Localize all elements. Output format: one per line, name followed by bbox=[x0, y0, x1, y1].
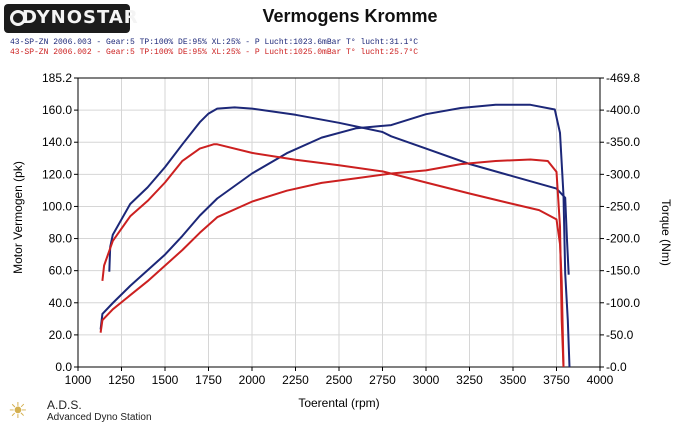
run1-power-line bbox=[99, 103, 571, 368]
x-tick-label: 2250 bbox=[282, 373, 309, 387]
x-tick-label: 1750 bbox=[195, 373, 222, 387]
sun-icon: ☀ bbox=[8, 398, 28, 423]
dynostar-logo: DYNOSTAR bbox=[4, 4, 138, 33]
x-tick-label: 2000 bbox=[239, 373, 266, 387]
y-tick-label: 80.0 bbox=[49, 232, 73, 246]
ads-brand: A.D.S. bbox=[47, 398, 82, 412]
y2-tick-label: -100.0 bbox=[606, 296, 640, 310]
run2-info: 43-SP-ZN 2006.002 - Gear:5 TP:100% DE:95… bbox=[10, 48, 419, 57]
chart-title: Vermogens Kromme bbox=[262, 6, 438, 26]
logo-ring-icon bbox=[10, 10, 26, 26]
x-tick-label: 3750 bbox=[543, 373, 570, 387]
run1-info: 43-SP-ZN 2006.003 - Gear:5 TP:100% DE:95… bbox=[10, 38, 419, 47]
x-tick-label: 3000 bbox=[413, 373, 440, 387]
x-tick-label: 1000 bbox=[65, 373, 92, 387]
y2-tick-label: -250.0 bbox=[606, 199, 640, 213]
y-tick-label: 140.0 bbox=[42, 135, 72, 149]
y2-tick-label: -400.0 bbox=[606, 103, 640, 117]
y-tick-label: 120.0 bbox=[42, 167, 72, 181]
y-tick-label: 185.2 bbox=[42, 71, 72, 85]
ads-subtitle: Advanced Dyno Station bbox=[47, 412, 152, 423]
x-tick-label: 3250 bbox=[456, 373, 483, 387]
x-tick-label: 1500 bbox=[152, 373, 179, 387]
logo-text: DYNOSTAR bbox=[22, 7, 139, 28]
x-tick-label: 4000 bbox=[587, 373, 614, 387]
y2-tick-label: -300.0 bbox=[606, 167, 640, 181]
x-tick-label: 2750 bbox=[369, 373, 396, 387]
y-tick-label: 60.0 bbox=[49, 264, 73, 278]
y2-tick-label: -150.0 bbox=[606, 264, 640, 278]
y-axis-label: Motor Vermogen (pk) bbox=[11, 161, 25, 274]
x-tick-label: 2500 bbox=[326, 373, 353, 387]
run2-power-line bbox=[99, 158, 565, 368]
y2-tick-label: -50.0 bbox=[606, 328, 634, 342]
y-tick-label: 40.0 bbox=[49, 296, 73, 310]
y2-tick-label: -469.8 bbox=[606, 71, 640, 85]
y2-tick-label: -350.0 bbox=[606, 135, 640, 149]
y-tick-label: 0.0 bbox=[55, 360, 72, 374]
y2-tick-label: -200.0 bbox=[606, 232, 640, 246]
y2-tick-label: -0.0 bbox=[606, 360, 627, 374]
y-tick-label: 160.0 bbox=[42, 103, 72, 117]
y-tick-label: 20.0 bbox=[49, 328, 73, 342]
x-tick-label: 3500 bbox=[500, 373, 527, 387]
x-axis-label: Toerental (rpm) bbox=[298, 396, 379, 410]
run2-torque-line bbox=[101, 143, 565, 368]
run1-torque-line bbox=[108, 106, 570, 275]
y2-axis-label: Torque (Nm) bbox=[659, 199, 673, 266]
x-tick-label: 1250 bbox=[108, 373, 135, 387]
y-tick-label: 100.0 bbox=[42, 199, 72, 213]
